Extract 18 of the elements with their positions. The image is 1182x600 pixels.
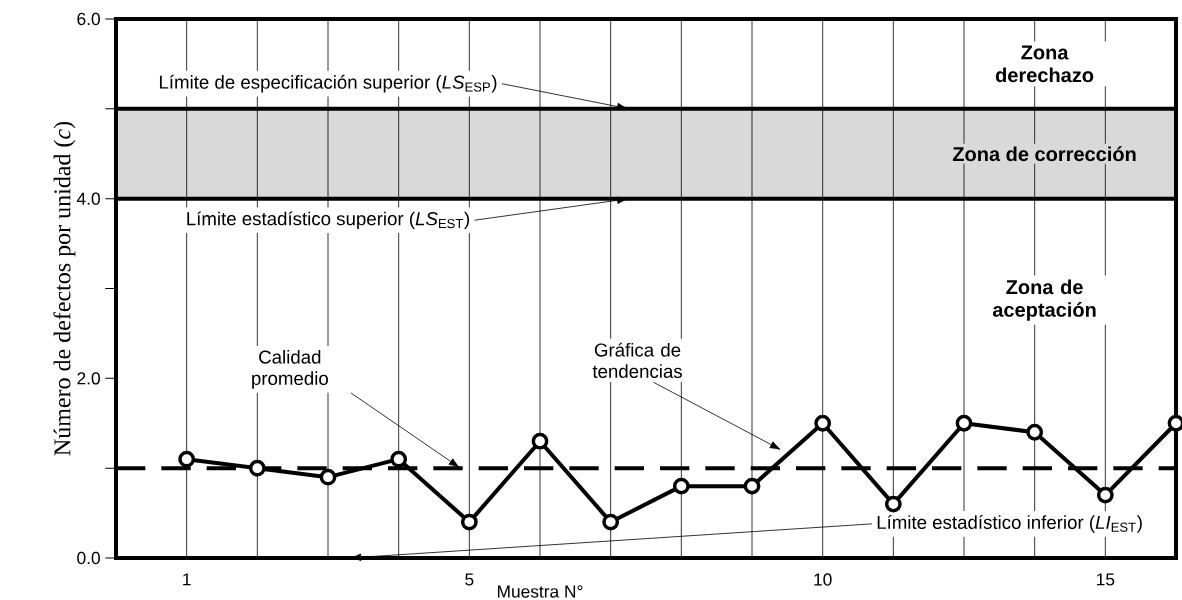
y-tick-label: 2.0 [77, 372, 100, 385]
x-tick-label: 15 [1097, 573, 1115, 586]
x-tick-label: 10 [814, 573, 832, 586]
annotation: Gráfica de tendencias [592, 342, 682, 379]
x-tick-label: 5 [465, 573, 474, 586]
ref-line-label: Límite de especificación superior (LS$_{ESP}$) [159, 74, 497, 93]
y-tick-label: 0.0 [77, 551, 100, 565]
ref-line-label: Calidad promedio [252, 349, 328, 389]
annotation: Límite estadístico inferior (LI$_{EST}$) [877, 515, 1142, 533]
x-tick-label: 1 [183, 573, 191, 586]
band-label: Zona de corrección [952, 146, 1136, 162]
x-axis-title: Muestra N° [497, 585, 583, 598]
y-tick-label: 4.0 [76, 192, 100, 205]
y-tick-label: 6.0 [77, 12, 100, 26]
ref-line-label: Límite estadístico superior (LS$_{EST}$) [187, 211, 470, 230]
annotation: Zona derechazo [995, 45, 1094, 83]
y-axis-title: Número de defectos por unidad (c) [53, 121, 76, 456]
annotation: Zona de aceptación [992, 279, 1096, 321]
